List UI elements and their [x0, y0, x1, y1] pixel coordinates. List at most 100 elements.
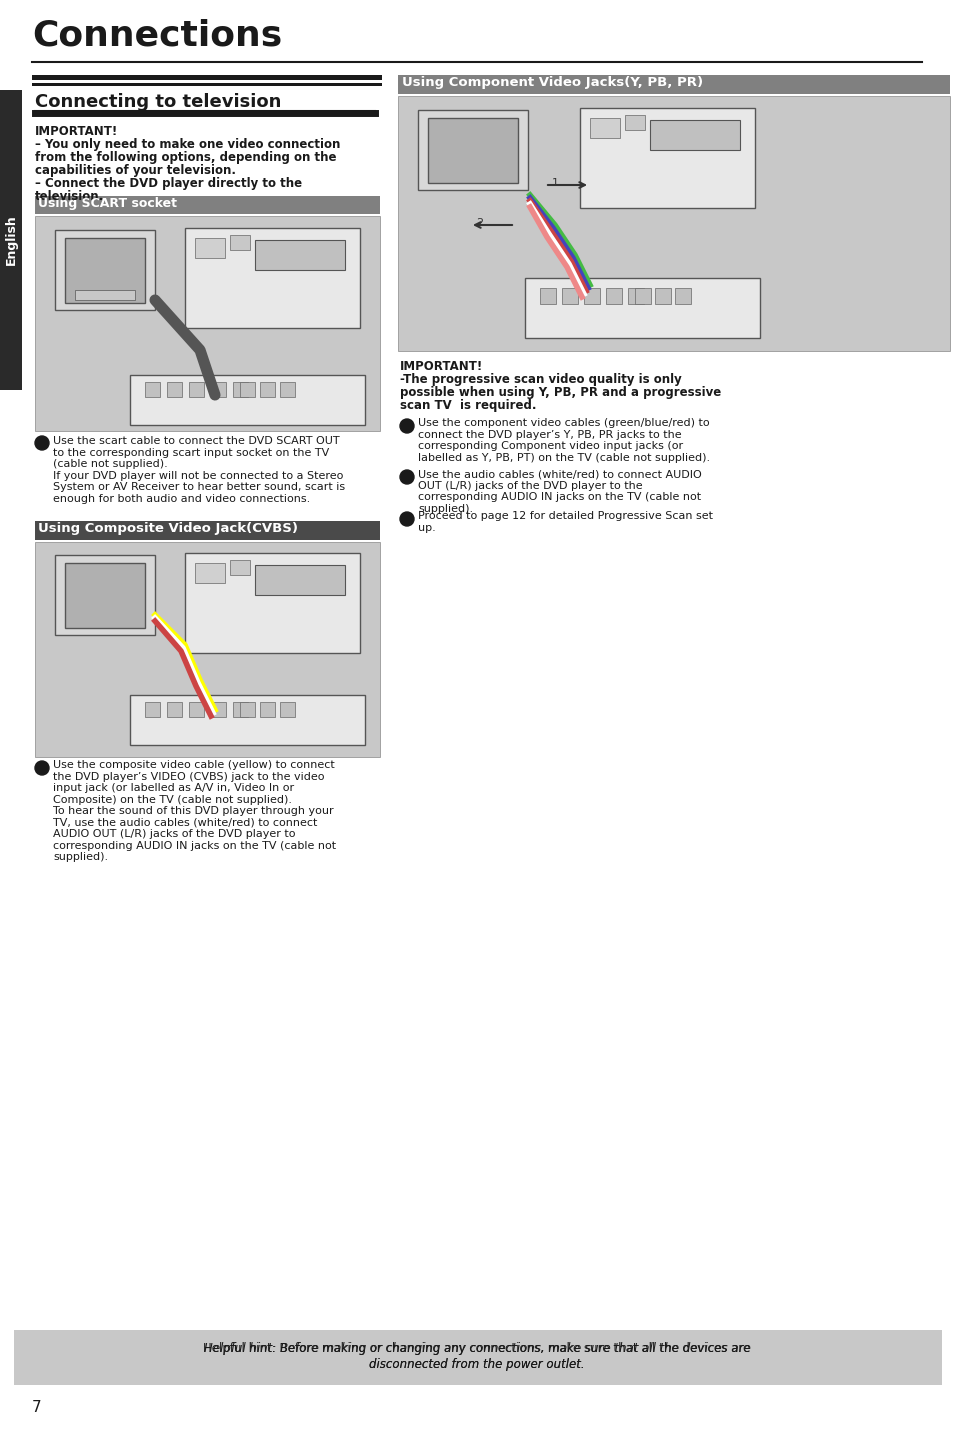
- Circle shape: [35, 435, 49, 450]
- Bar: [35, 521, 379, 540]
- Text: – Connect the DVD player directly to the: – Connect the DVD player directly to the: [35, 178, 302, 190]
- Bar: [35, 216, 379, 431]
- Bar: [55, 231, 154, 309]
- Bar: [211, 702, 226, 717]
- Bar: [280, 382, 294, 397]
- Bar: [627, 288, 643, 304]
- Text: corresponding AUDIO IN jacks on the TV (cable not: corresponding AUDIO IN jacks on the TV (…: [53, 841, 335, 851]
- Text: Connecting to television: Connecting to television: [35, 93, 281, 112]
- Bar: [635, 288, 650, 304]
- Text: up.: up.: [417, 523, 436, 533]
- Bar: [655, 288, 670, 304]
- Bar: [130, 695, 365, 745]
- Text: To hear the sound of this DVD player through your: To hear the sound of this DVD player thr…: [53, 806, 334, 816]
- Bar: [145, 702, 160, 717]
- Text: Use the audio cables (white/red) to connect AUDIO: Use the audio cables (white/red) to conn…: [417, 470, 701, 478]
- Bar: [35, 196, 379, 213]
- Bar: [589, 117, 619, 137]
- Bar: [649, 120, 740, 150]
- Bar: [233, 702, 248, 717]
- Bar: [233, 382, 248, 397]
- Text: 3: 3: [403, 513, 410, 523]
- Text: Helpful hint: Before making or changing any connections, make sure that all the : Helpful hint: Before making or changing …: [203, 1342, 750, 1355]
- Text: supplied).: supplied).: [53, 852, 108, 862]
- Bar: [189, 702, 204, 717]
- Text: – You only need to make one video connection: – You only need to make one video connec…: [35, 137, 340, 150]
- Bar: [130, 375, 365, 425]
- Circle shape: [35, 760, 49, 775]
- Bar: [260, 382, 274, 397]
- Bar: [189, 382, 204, 397]
- Bar: [428, 117, 517, 183]
- Text: Composite) on the TV (cable not supplied).: Composite) on the TV (cable not supplied…: [53, 795, 292, 805]
- Text: Helpful hint: Before making or changing any connections, make sure that all the : Helpful hint: Before making or changing …: [203, 1342, 750, 1355]
- Bar: [254, 241, 345, 271]
- Bar: [32, 74, 381, 80]
- Bar: [230, 235, 250, 251]
- Bar: [14, 1330, 941, 1385]
- Text: supplied).: supplied).: [417, 504, 473, 514]
- Bar: [145, 382, 160, 397]
- Bar: [579, 107, 754, 208]
- Bar: [561, 288, 578, 304]
- Text: (cable not supplied).: (cable not supplied).: [53, 460, 168, 470]
- Bar: [539, 288, 556, 304]
- Text: 1: 1: [403, 420, 410, 430]
- Text: the DVD player’s VIDEO (CVBS) jack to the video: the DVD player’s VIDEO (CVBS) jack to th…: [53, 772, 324, 782]
- Bar: [397, 96, 949, 351]
- Text: input jack (or labelled as A/V in, Video In or: input jack (or labelled as A/V in, Video…: [53, 783, 294, 793]
- Text: capabilities of your television.: capabilities of your television.: [35, 165, 235, 178]
- Text: 1: 1: [38, 762, 46, 772]
- Bar: [185, 228, 359, 328]
- Bar: [65, 238, 145, 304]
- Text: AUDIO OUT (L/R) jacks of the DVD player to: AUDIO OUT (L/R) jacks of the DVD player …: [53, 829, 295, 839]
- Text: 1: 1: [551, 178, 558, 188]
- Text: corresponding AUDIO IN jacks on the TV (cable not: corresponding AUDIO IN jacks on the TV (…: [417, 493, 700, 503]
- Bar: [254, 566, 345, 596]
- Text: IMPORTANT!: IMPORTANT!: [399, 359, 483, 372]
- Bar: [35, 541, 379, 758]
- Bar: [280, 702, 294, 717]
- Text: Using SCART socket: Using SCART socket: [38, 198, 177, 211]
- Circle shape: [399, 470, 414, 484]
- Text: Proceed to page 12 for detailed Progressive Scan set: Proceed to page 12 for detailed Progress…: [417, 511, 712, 521]
- Bar: [230, 560, 250, 576]
- Text: Use the component video cables (green/blue/red) to: Use the component video cables (green/bl…: [417, 418, 709, 428]
- Bar: [624, 115, 644, 130]
- Text: Using Component Video Jacks(Y, PB, PR): Using Component Video Jacks(Y, PB, PR): [401, 76, 702, 89]
- Bar: [260, 702, 274, 717]
- Text: Connections: Connections: [32, 19, 282, 52]
- Bar: [32, 83, 381, 86]
- Text: Use the scart cable to connect the DVD SCART OUT: Use the scart cable to connect the DVD S…: [53, 435, 339, 445]
- Text: 7: 7: [32, 1400, 42, 1415]
- Circle shape: [399, 420, 414, 432]
- Text: television.: television.: [35, 190, 104, 203]
- Text: from the following options, depending on the: from the following options, depending on…: [35, 150, 336, 165]
- Bar: [605, 288, 621, 304]
- Text: possible when using Y, PB, PR and a progressive: possible when using Y, PB, PR and a prog…: [399, 387, 720, 400]
- Bar: [583, 288, 599, 304]
- Text: to the corresponding scart input socket on the TV: to the corresponding scart input socket …: [53, 448, 329, 457]
- Text: Using Composite Video Jack(CVBS): Using Composite Video Jack(CVBS): [38, 523, 297, 536]
- Text: disconnected from the power outlet.: disconnected from the power outlet.: [369, 1358, 584, 1370]
- Text: OUT (L/R) jacks of the DVD player to the: OUT (L/R) jacks of the DVD player to the: [417, 481, 642, 491]
- Bar: [675, 288, 690, 304]
- Text: labelled as Y, PB, PT) on the TV (cable not supplied).: labelled as Y, PB, PT) on the TV (cable …: [417, 453, 709, 463]
- Bar: [397, 74, 949, 95]
- Text: System or AV Receiver to hear better sound, scart is: System or AV Receiver to hear better sou…: [53, 483, 345, 493]
- Bar: [167, 702, 182, 717]
- Text: enough for both audio and video connections.: enough for both audio and video connecti…: [53, 494, 310, 504]
- Bar: [240, 702, 254, 717]
- Bar: [0, 90, 22, 390]
- Bar: [75, 291, 135, 299]
- Text: English: English: [5, 215, 17, 265]
- Text: disconnected from the power outlet.: disconnected from the power outlet.: [369, 1358, 584, 1370]
- Text: corresponding Component video input jacks (or: corresponding Component video input jack…: [417, 441, 682, 451]
- Text: connect the DVD player’s Y, PB, PR jacks to the: connect the DVD player’s Y, PB, PR jacks…: [417, 430, 680, 440]
- Bar: [524, 278, 760, 338]
- Text: 2: 2: [476, 218, 483, 228]
- Bar: [240, 382, 254, 397]
- Bar: [211, 382, 226, 397]
- Text: 1: 1: [38, 438, 46, 448]
- Text: -The progressive scan video quality is only: -The progressive scan video quality is o…: [399, 372, 681, 387]
